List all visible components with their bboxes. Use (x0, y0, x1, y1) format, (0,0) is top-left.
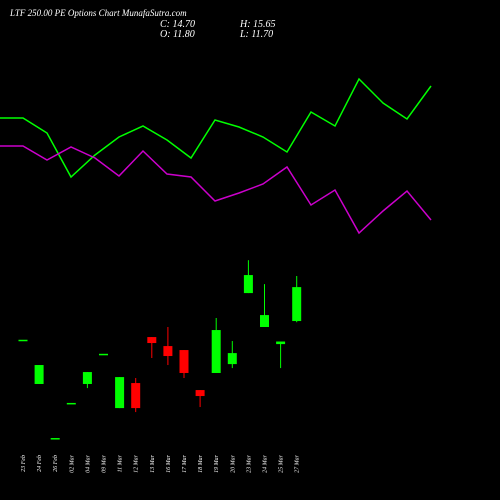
candle-body (195, 390, 205, 397)
chart-title: LTF 250.00 PE Options Chart MunafaSutra.… (9, 8, 187, 18)
candle-body (227, 353, 237, 365)
candle-body (99, 353, 108, 356)
open-label: O: 11.80 (160, 29, 195, 40)
indicator-line (0, 145, 432, 235)
x-tick-label: 24 Mar (262, 454, 269, 472)
x-tick-label: 18 Mar (198, 454, 204, 472)
candle-body (50, 438, 60, 440)
high-label: H: 15.65 (239, 19, 276, 30)
low-label: L: 11.70 (239, 29, 273, 40)
x-tick-label: 27 Mar (295, 454, 301, 472)
x-tick-label: 25 Mar (279, 454, 285, 472)
candle-body (82, 372, 92, 384)
x-tick-label: 23 Feb (21, 455, 27, 472)
candle-body (131, 383, 141, 409)
candle-body (66, 402, 76, 405)
x-tick-label: 23 Mar (246, 454, 252, 472)
candle-body (115, 377, 125, 409)
x-tick-label: 20 Mar (230, 454, 236, 472)
candle-body (34, 365, 44, 384)
x-tick-label: 26 Feb (53, 455, 59, 472)
x-tick-label: 17 Mar (182, 454, 188, 472)
candle-body (18, 339, 28, 342)
candle-body (292, 287, 302, 322)
x-tick-label: 09 Mar (102, 454, 108, 472)
x-tick-label: 12 Mar (134, 454, 140, 472)
indicator-line (0, 77, 432, 179)
x-tick-label: 24 Feb (36, 455, 43, 472)
x-tick-label: 13 Mar (150, 454, 156, 472)
candle-body (147, 337, 157, 344)
x-tick-label: 11 Mar (118, 454, 124, 472)
candle-body (179, 350, 189, 373)
candle-body (163, 346, 173, 357)
candle-body (260, 315, 269, 328)
candle-body (211, 330, 221, 373)
x-tick-label: 16 Mar (166, 454, 172, 472)
x-tick-label: 04 Mar (84, 454, 91, 472)
close-label: C: 14.70 (160, 19, 195, 30)
candle-body (243, 275, 253, 294)
x-tick-label: 19 Mar (214, 454, 220, 472)
candle-body (276, 341, 286, 345)
x-tick-label: 02 Mar (69, 454, 75, 472)
